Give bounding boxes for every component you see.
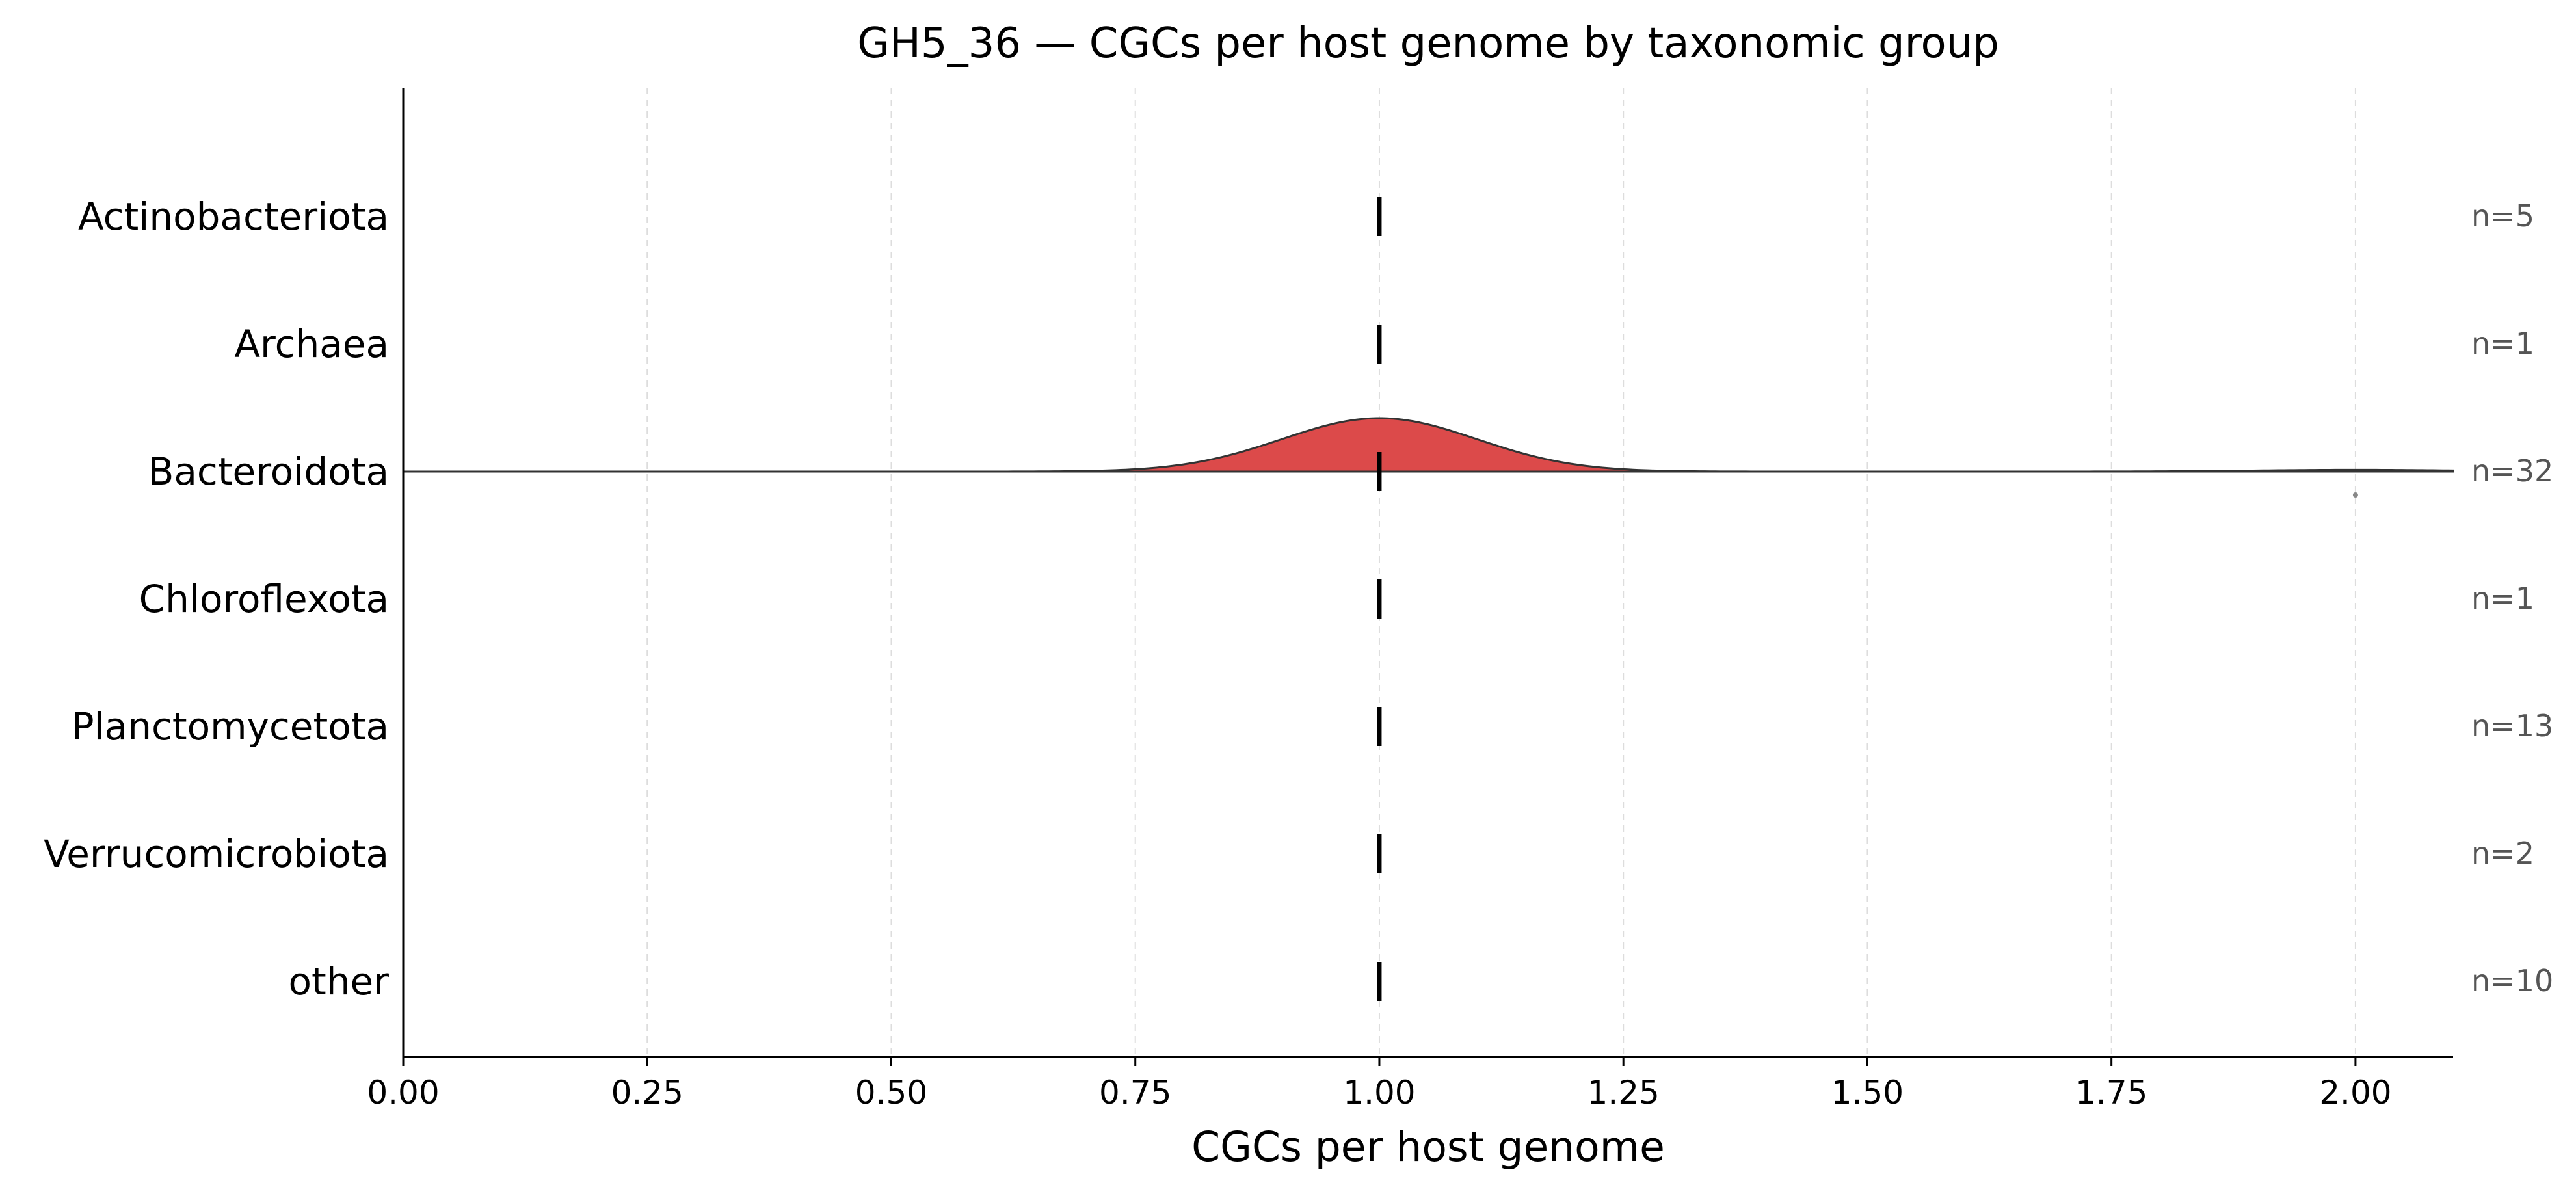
y-tick-label: Chloroflexota (139, 577, 389, 621)
x-tick-label: 2.00 (2319, 1074, 2391, 1111)
x-tick-label: 1.00 (1343, 1074, 1415, 1111)
chart-title: GH5_36 — CGCs per host genome by taxonom… (857, 20, 1999, 68)
x-tick-label: 1.75 (2075, 1074, 2147, 1111)
axes-layer: Actinobacteriota n=5 Archaea n=1 Bacteroidot… (44, 88, 2553, 1111)
sample-count-label: n=10 (2471, 963, 2553, 998)
x-tick-label: 0.50 (855, 1074, 927, 1111)
y-tick-label: Archaea (234, 322, 389, 366)
sample-count-label: n=5 (2471, 198, 2534, 233)
y-tick-label: other (288, 959, 389, 1004)
ridge-row (403, 417, 2454, 491)
density-ridge (403, 417, 2454, 473)
ridge-layer (403, 197, 2454, 1001)
y-tick-label: Bacteroidota (148, 449, 389, 494)
sample-count-label: n=1 (2471, 581, 2534, 616)
sample-count-label: n=2 (2471, 836, 2534, 871)
y-tick-label: Planctomycetota (72, 704, 389, 749)
grid-layer (646, 88, 2356, 1057)
x-tick-label: 1.50 (1831, 1074, 1904, 1111)
y-tick-label: Actinobacteriota (78, 194, 389, 239)
outlier-point (2352, 492, 2358, 498)
x-tick-label: 0.25 (611, 1074, 684, 1111)
x-tick-label: 1.25 (1587, 1074, 1660, 1111)
y-tick-label: Verrucomicrobiota (44, 832, 389, 876)
sample-count-label: n=13 (2471, 708, 2553, 743)
x-axis-label: CGCs per host genome (1191, 1123, 1665, 1171)
sample-count-label: n=32 (2471, 453, 2553, 488)
x-tick-label: 0.75 (1099, 1074, 1171, 1111)
x-tick-label: 0.00 (367, 1074, 439, 1111)
sample-count-label: n=1 (2471, 326, 2534, 361)
